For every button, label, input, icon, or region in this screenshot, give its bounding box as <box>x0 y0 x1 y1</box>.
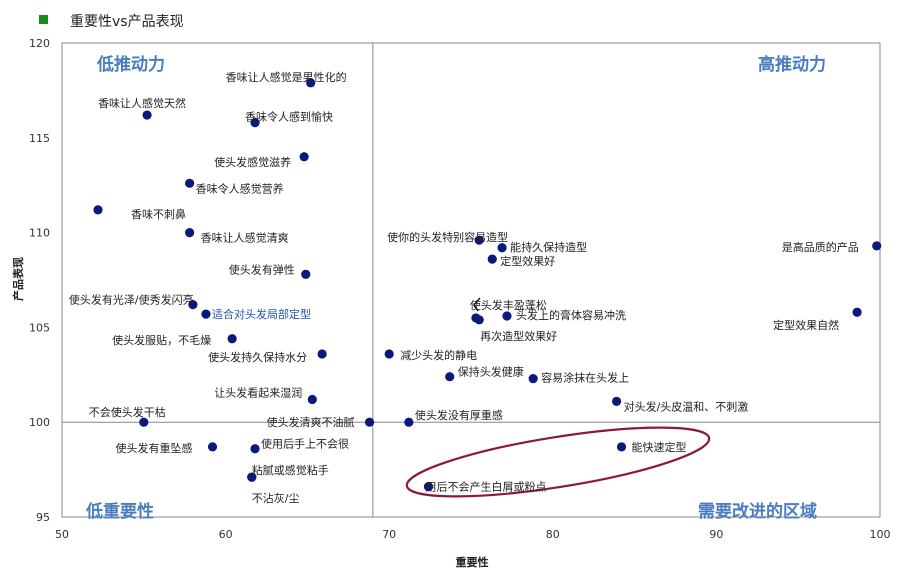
point-label: 使头发清爽不油腻 <box>267 415 355 429</box>
data-point <box>852 307 862 317</box>
data-point <box>306 78 316 88</box>
point-label: 保持头发健康 <box>458 365 524 379</box>
point-label: 香味令人感觉营养 <box>196 181 284 195</box>
data-point <box>616 442 627 452</box>
data-point <box>474 235 484 245</box>
y-tick-label: 110 <box>29 227 50 240</box>
point-label: 使头发有重坠感 <box>116 441 193 455</box>
y-axis-title: 产品表现 <box>11 257 25 301</box>
x-tick-label: 50 <box>55 528 69 541</box>
pointer-arrow-icon <box>473 297 481 312</box>
point-label: 定型效果自然 <box>773 318 839 332</box>
data-point <box>139 417 149 427</box>
point-label: 使头发丰盈蓬松 <box>470 298 547 312</box>
point-label: 让头发看起来湿润 <box>214 385 302 399</box>
point-label: 减少头发的静电 <box>400 348 477 362</box>
data-point <box>872 241 882 251</box>
y-axis-ticks: 95 100 105 110 115 120 <box>29 37 50 524</box>
point-label: 定型效果好 <box>500 254 555 268</box>
quadrant-label-top-left: 低推动力 <box>96 54 165 75</box>
data-point <box>247 472 257 482</box>
point-label: 对头发/头皮温和、不刺激 <box>624 399 749 413</box>
point-labels: 香味让人感觉是男性化的香味让人感觉天然香味令人感到愉快使头发感觉滋养香味令人感觉… <box>69 70 859 505</box>
point-label: 香味让人感觉是男性化的 <box>226 70 347 84</box>
point-label: 使头发有弹性 <box>229 262 295 276</box>
y-tick-label: 105 <box>29 321 50 334</box>
chart-title: 重要性vs产品表现 <box>70 14 184 30</box>
point-label: 头发上的膏体容易冲洗 <box>516 308 626 322</box>
point-label: 粘腻或感觉粘手 <box>252 463 329 477</box>
point-label: 用后不会产生白屑或粉点 <box>425 480 546 494</box>
data-point <box>250 118 260 128</box>
point-label: 使头发感觉滋养 <box>214 155 291 169</box>
point-label: 适合对头发局部定型 <box>212 307 311 321</box>
data-point <box>227 334 237 344</box>
data-point <box>364 417 375 427</box>
point-label: 容易涂抹在头发上 <box>541 371 629 385</box>
data-point <box>93 205 103 215</box>
legend-swatch <box>39 15 48 24</box>
data-point <box>307 394 317 405</box>
quadrant-label-bottom-right: 需要改进的区域 <box>698 501 817 522</box>
point-label: 能快速定型 <box>632 440 687 454</box>
data-point <box>487 254 497 264</box>
point-label: 使头发持久保持水分 <box>208 350 307 364</box>
x-tick-label: 70 <box>382 528 396 541</box>
x-tick-label: 80 <box>546 528 560 541</box>
highlight-ellipse <box>405 426 711 498</box>
data-point <box>497 243 507 253</box>
x-tick-label: 90 <box>709 528 723 541</box>
y-tick-label: 115 <box>29 132 50 145</box>
data-point <box>423 482 434 492</box>
data-point <box>384 349 394 359</box>
point-label: 使头发服贴，不毛燥 <box>112 333 211 347</box>
point-label: 不会使头发干枯 <box>89 405 166 419</box>
data-point <box>188 300 198 310</box>
y-tick-label: 100 <box>29 416 50 429</box>
data-point <box>445 372 455 382</box>
quadrant-label-top-right: 高推动力 <box>758 54 826 75</box>
data-point <box>474 315 484 325</box>
point-label: 使头发没有厚重感 <box>415 408 503 422</box>
point-label: 香味令人感到愉快 <box>245 110 333 124</box>
data-point <box>185 178 195 188</box>
point-label: 使头发有光泽/使秀发闪亮 <box>69 293 194 307</box>
x-axis-title: 重要性 <box>456 555 489 569</box>
point-label: 不沾灰/尘 <box>252 491 300 505</box>
data-point <box>250 444 260 454</box>
point-label: 使你的头发特别容易造型 <box>387 230 508 244</box>
data-point <box>502 311 512 321</box>
point-label: 香味不刺鼻 <box>131 207 186 221</box>
data-point <box>528 373 538 384</box>
point-label: 香味让人感觉清爽 <box>201 232 289 245</box>
data-point <box>207 442 218 452</box>
point-label: 香味让人感觉天然 <box>98 96 186 110</box>
point-label: 使用后手上不会很 <box>261 437 349 451</box>
data-point <box>142 110 152 120</box>
data-point <box>404 417 414 427</box>
plot-area <box>61 42 881 518</box>
y-tick-label: 95 <box>36 511 50 524</box>
quadrant-label-bottom-left: 低重要性 <box>85 501 154 522</box>
data-point <box>301 269 311 279</box>
data-point <box>612 396 622 406</box>
point-label: 是高品质的产品 <box>782 240 859 254</box>
point-label: 能持久保持造型 <box>510 240 587 254</box>
x-axis-ticks: 50 60 70 80 90 100 <box>55 528 891 541</box>
x-tick-label: 100 <box>870 528 891 541</box>
data-point <box>185 228 195 238</box>
data-points <box>93 78 882 492</box>
data-point <box>201 309 211 319</box>
x-tick-label: 60 <box>219 528 233 541</box>
data-point <box>317 349 327 359</box>
data-point <box>299 152 309 162</box>
point-label: 再次造型效果好 <box>480 329 557 343</box>
y-tick-label: 120 <box>29 37 50 50</box>
